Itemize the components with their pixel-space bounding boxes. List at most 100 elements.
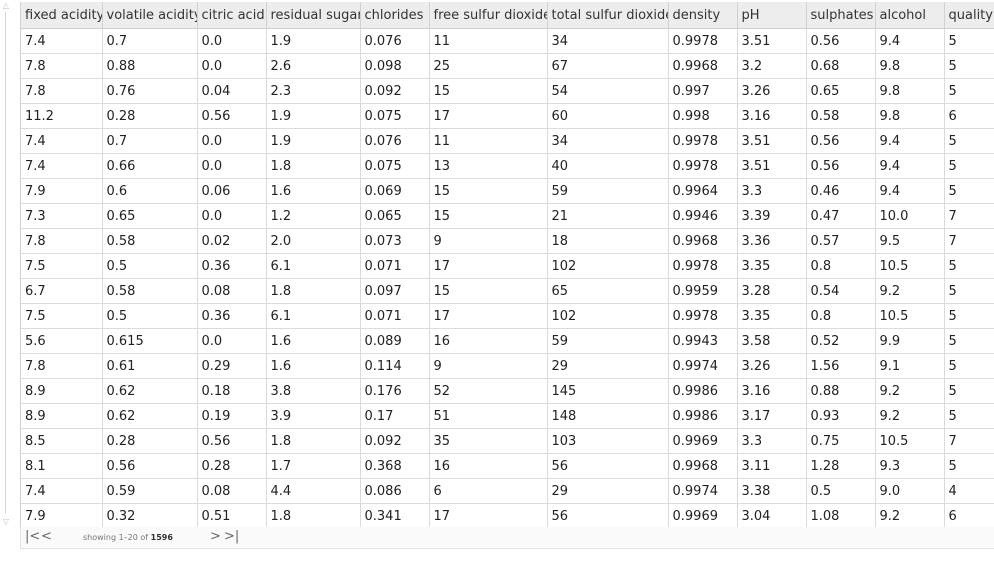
scroll-down-icon[interactable]: ▽ (2, 517, 10, 526)
table-cell: 0.075 (360, 153, 430, 179)
table-cell: 0.54 (806, 278, 876, 304)
table-cell: 7.4 (21, 153, 103, 179)
table-cell: 0.069 (360, 178, 430, 204)
first-page-icon[interactable]: |< (25, 529, 41, 544)
last-page-icon[interactable]: >| (224, 529, 240, 544)
table-cell: 3.39 (737, 203, 807, 229)
showing-range: showing 1–20 of (83, 533, 149, 542)
table-cell: 0.56 (806, 28, 876, 54)
table-cell: 9.4 (875, 28, 945, 54)
table-cell: 0.18 (197, 378, 267, 404)
table-cell: 1.9 (266, 128, 361, 154)
table-row: 7.4 0.7 0.0 1.9 0.076 11 34 0.9978 3.51 0.56 9.4 5 (21, 128, 994, 154)
table-cell: 1.8 (266, 503, 361, 528)
next-page-icon[interactable]: > (210, 529, 221, 544)
table-cell: 0.58 (806, 103, 876, 129)
table-cell: 0.02 (197, 228, 267, 254)
table-cell: 0.9974 (668, 478, 738, 504)
table-cell: 7.5 (21, 253, 103, 279)
table-cell: 0.5 (102, 253, 198, 279)
table-cell: 10.5 (875, 428, 945, 454)
table-cell: 15 (429, 278, 548, 304)
column-header[interactable]: volatile acidity (102, 2, 198, 29)
table-cell: 67 (547, 53, 669, 79)
column-header[interactable]: alcohol (875, 2, 945, 29)
table-cell: 1.8 (266, 278, 361, 304)
table-cell: 0.071 (360, 303, 430, 329)
table-cell: 9 (429, 228, 548, 254)
column-header[interactable]: fixed acidity (21, 2, 103, 29)
column-header[interactable]: citric acid (197, 2, 267, 29)
table-cell: 7.4 (21, 28, 103, 54)
scroll-up-icon[interactable]: △ (2, 1, 10, 10)
table-cell: 0.56 (806, 128, 876, 154)
data-table: fixed acidity volatile acidity citric acid… (21, 2, 994, 528)
table-row: 8.9 0.62 0.18 3.8 0.176 52 145 0.9986 3.16 0.88 9.… (21, 378, 994, 404)
table-cell: 11 (429, 28, 548, 54)
table-cell: 5 (944, 128, 994, 154)
table-cell: 7.3 (21, 203, 103, 229)
column-header[interactable]: chlorides (360, 2, 430, 29)
table-cell: 148 (547, 403, 669, 429)
table-cell: 0.9969 (668, 503, 738, 528)
table-cell: 0.0 (197, 153, 267, 179)
table-cell: 15 (429, 203, 548, 229)
table-row: 7.9 0.6 0.06 1.6 0.069 15 59 0.9964 3.3 0.46 9.4 5 (21, 178, 994, 204)
column-header[interactable]: quality (944, 2, 994, 29)
table-cell: 3.35 (737, 253, 807, 279)
table-cell: 0.32 (102, 503, 198, 528)
table-row: 5.6 0.615 0.0 1.6 0.089 16 59 0.9943 3.58 0.52 9.9… (21, 328, 994, 354)
table-cell: 7.9 (21, 503, 103, 528)
column-header[interactable]: pH (737, 2, 807, 29)
table-cell: 1.28 (806, 453, 876, 479)
table-cell: 0.0 (197, 203, 267, 229)
table-cell: 0.57 (806, 228, 876, 254)
table-cell: 7 (944, 203, 994, 229)
table-cell: 7.4 (21, 478, 103, 504)
previous-page-icon[interactable]: < (41, 529, 52, 544)
table-cell: 9 (429, 353, 548, 379)
data-table-container: fixed acidity volatile acidity citric acid… (20, 2, 994, 529)
table-cell: 6.1 (266, 253, 361, 279)
table-cell: 3.04 (737, 503, 807, 528)
table-cell: 11.2 (21, 103, 103, 129)
table-cell: 3.51 (737, 153, 807, 179)
table-row: 7.4 0.66 0.0 1.8 0.075 13 40 0.9978 3.51 0.56 9.4 5 (21, 153, 994, 179)
column-header[interactable]: residual sugar (266, 2, 361, 29)
table-cell: 0.9969 (668, 428, 738, 454)
total-count: 1596 (150, 533, 173, 542)
table-cell: 25 (429, 53, 548, 79)
table-cell: 0.47 (806, 203, 876, 229)
table-cell: 8.1 (21, 453, 103, 479)
table-cell: 0.114 (360, 353, 430, 379)
table-cell: 6 (948, 508, 957, 524)
table-cell: 34 (547, 28, 669, 54)
table-cell: 9.4 (875, 128, 945, 154)
column-header[interactable]: free sulfur dioxide (429, 2, 548, 29)
vertical-scrollbar[interactable]: △ ▽ (0, 2, 12, 526)
table-cell: 0.092 (360, 78, 430, 104)
table-cell: 10.0 (875, 203, 945, 229)
table-cell: 5 (944, 153, 994, 179)
table-body: 7.4 0.7 0.0 1.9 0.076 11 34 0.9978 3.51 0.56 9.4 5 7… (21, 28, 994, 528)
table-cell: 0.9943 (668, 328, 738, 354)
table-cell: 0.0 (197, 53, 267, 79)
scroll-track[interactable] (5, 12, 6, 514)
column-header[interactable]: density (668, 2, 738, 29)
table-row: 7.8 0.76 0.04 2.3 0.092 15 54 0.997 3.26 0.65 9.8 5 (21, 78, 994, 104)
column-header[interactable]: sulphates (806, 2, 876, 29)
table-cell: 15 (429, 78, 548, 104)
table-cell: 3.26 (737, 78, 807, 104)
table-cell: 9.4 (875, 153, 945, 179)
table-cell: 1.56 (806, 353, 876, 379)
table-cell: 51 (429, 403, 548, 429)
column-header[interactable]: total sulfur dioxide (547, 2, 669, 29)
table-cell: 5 (944, 453, 994, 479)
table-cell: 145 (547, 378, 669, 404)
table-cell: 7.8 (21, 353, 103, 379)
table-cell: 0.52 (806, 328, 876, 354)
table-cell: 0.076 (360, 28, 430, 54)
table-cell: 29 (547, 353, 669, 379)
table-cell: 103 (547, 428, 669, 454)
table-cell: 7.8 (21, 53, 103, 79)
